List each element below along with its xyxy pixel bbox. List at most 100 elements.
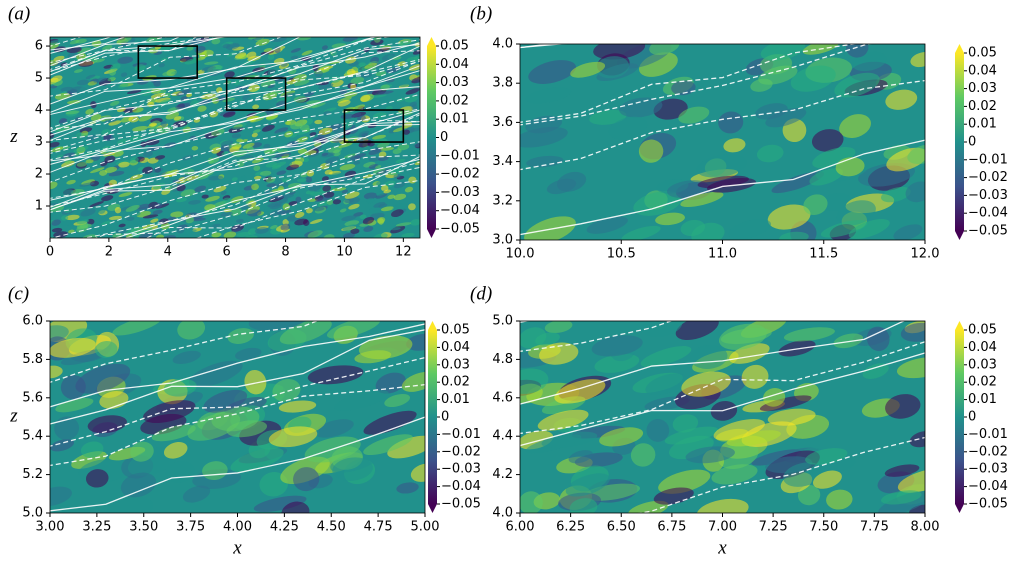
field-texture xyxy=(411,182,420,188)
field-texture xyxy=(410,219,420,226)
field-texture xyxy=(160,120,167,128)
y-tick-label: 4.0 xyxy=(492,506,513,521)
field-texture xyxy=(321,176,329,182)
field-texture xyxy=(783,327,835,342)
y-tick-label: 6 xyxy=(35,39,43,54)
field-texture xyxy=(866,326,890,352)
field-texture xyxy=(204,61,219,65)
field-texture xyxy=(290,55,299,60)
field-texture xyxy=(153,182,166,190)
colorbar xyxy=(428,330,437,504)
field-texture xyxy=(281,501,310,513)
field-texture xyxy=(696,498,749,513)
x-tick-label: 3.75 xyxy=(176,520,205,535)
colorbar-tick-label: 0 xyxy=(968,135,976,150)
field-texture xyxy=(380,206,395,212)
field-texture xyxy=(194,185,207,192)
field-texture xyxy=(97,207,106,214)
colorbar-tick-label: 0.04 xyxy=(441,340,470,355)
field-texture xyxy=(182,229,197,235)
field-texture xyxy=(50,142,60,148)
field-texture xyxy=(357,115,366,122)
field-texture xyxy=(884,464,920,477)
field-texture xyxy=(294,211,305,218)
field-texture xyxy=(222,97,235,103)
colorbar-tick-label: −0.05 xyxy=(440,222,480,237)
field-texture xyxy=(272,131,287,136)
x-tick-label: 10.5 xyxy=(607,247,636,262)
field-texture xyxy=(286,164,300,171)
field-texture xyxy=(85,74,96,80)
field-texture xyxy=(96,142,106,149)
field-texture xyxy=(645,373,687,396)
field-texture xyxy=(633,191,682,216)
contour-line xyxy=(50,37,283,97)
y-tick-label: 5.4 xyxy=(22,429,43,444)
field-texture xyxy=(520,368,549,394)
field-texture xyxy=(154,155,166,160)
field-texture xyxy=(371,93,387,98)
field-texture xyxy=(778,340,816,357)
field-texture xyxy=(331,187,347,192)
field-texture xyxy=(630,443,656,467)
field-texture xyxy=(191,145,199,151)
contour-line xyxy=(50,416,425,512)
field-texture xyxy=(117,56,134,64)
field-texture xyxy=(252,104,260,110)
x-tick-label: 3.50 xyxy=(129,520,158,535)
field-texture xyxy=(87,415,127,434)
field-texture xyxy=(77,47,91,54)
colorbar xyxy=(955,53,964,231)
panel-label: (a) xyxy=(8,3,30,24)
field-texture xyxy=(520,126,568,148)
field-texture xyxy=(685,446,735,464)
field-texture xyxy=(310,191,324,196)
contour-line xyxy=(50,329,425,425)
y-tick-label: 5.8 xyxy=(22,352,43,367)
field-texture xyxy=(390,227,401,231)
contour-line xyxy=(123,158,420,238)
field-texture xyxy=(104,155,116,164)
field-texture xyxy=(330,37,345,41)
field-texture xyxy=(569,498,598,513)
field-texture xyxy=(188,360,243,388)
field-texture xyxy=(160,57,168,62)
colorbar-tick-label: 0.03 xyxy=(440,75,469,90)
field-texture xyxy=(241,204,252,210)
colorbar-tick-label: 0.05 xyxy=(968,323,997,338)
field-texture xyxy=(248,84,260,92)
field-texture xyxy=(528,60,576,84)
x-tick-label: 7.25 xyxy=(759,520,788,535)
field-texture xyxy=(350,39,362,44)
field-texture xyxy=(232,145,242,150)
field-texture xyxy=(276,170,287,176)
field-texture xyxy=(98,216,109,223)
field-texture xyxy=(267,54,275,60)
field-texture xyxy=(556,171,587,192)
field-texture xyxy=(358,335,413,360)
x-tick-label: 11.0 xyxy=(708,247,737,262)
y-tick-label: 1 xyxy=(35,199,43,214)
field-texture xyxy=(120,472,157,498)
field-texture xyxy=(107,76,116,82)
x-tick-label: 6.25 xyxy=(556,520,585,535)
field-texture xyxy=(76,223,89,230)
colorbar-tick-label: −0.04 xyxy=(441,479,481,494)
colorbar-tick-label: −0.04 xyxy=(968,479,1008,494)
field-texture xyxy=(211,232,222,238)
field-texture xyxy=(363,226,374,232)
field-texture xyxy=(137,203,151,210)
field-texture xyxy=(68,202,82,210)
field-texture xyxy=(881,186,911,203)
field-texture xyxy=(404,186,414,193)
field-texture xyxy=(396,482,419,494)
y-tick-label: 3 xyxy=(35,135,43,150)
field-texture xyxy=(61,220,75,226)
y-axis-label: z xyxy=(9,126,18,147)
field-texture xyxy=(95,58,105,63)
field-texture xyxy=(302,157,310,163)
field-texture xyxy=(121,66,138,74)
field-texture xyxy=(253,165,261,171)
field-texture xyxy=(158,63,165,68)
field-texture xyxy=(58,118,68,124)
